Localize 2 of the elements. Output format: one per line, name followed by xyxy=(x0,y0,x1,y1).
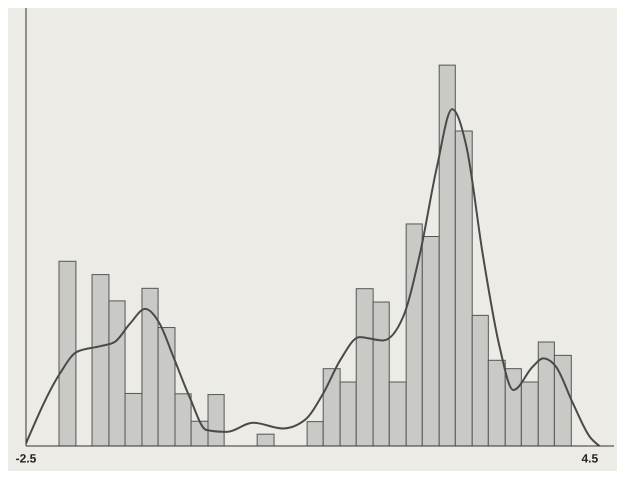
x-tick-label: -2.5 xyxy=(16,452,37,466)
x-tick-label: 4.5 xyxy=(581,452,598,466)
